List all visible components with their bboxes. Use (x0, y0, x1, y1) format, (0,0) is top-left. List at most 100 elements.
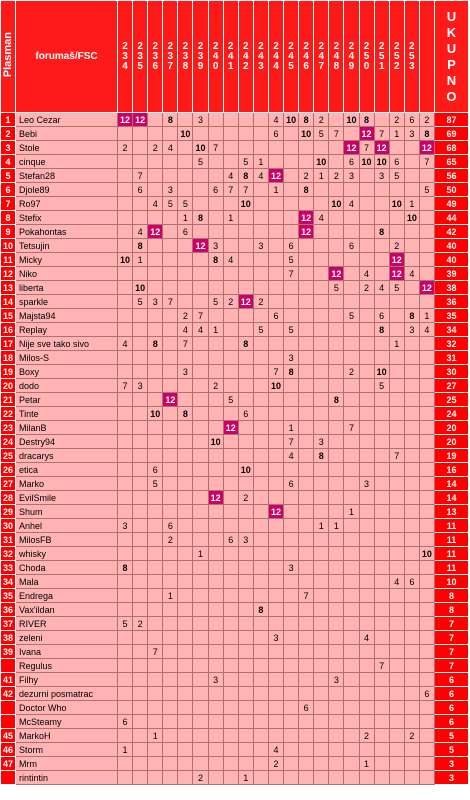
score-cell (147, 602, 164, 617)
score-cell (283, 140, 300, 155)
score-cell (207, 154, 224, 169)
score-cell (283, 392, 300, 407)
score-cell: 10 (373, 364, 390, 379)
score-cell: 10 (298, 126, 315, 141)
score-cell (162, 280, 179, 295)
score-cell (358, 574, 375, 589)
score-cell (373, 504, 390, 519)
score-cell (207, 112, 224, 127)
score-cell (207, 756, 224, 771)
score-cell: 5 (283, 322, 300, 337)
score-cell: 8 (147, 336, 164, 351)
score-cell (328, 336, 345, 351)
score-cell (132, 308, 149, 323)
rank-cell (0, 658, 16, 673)
score-cell (403, 420, 420, 435)
score-cell: 1 (283, 420, 300, 435)
score-cell (147, 518, 164, 533)
score-cell (147, 322, 164, 337)
score-cell (147, 434, 164, 449)
score-cell: 2 (343, 364, 360, 379)
score-cell (358, 350, 375, 365)
score-cell (147, 238, 164, 253)
total-cell: 14 (433, 476, 469, 491)
score-cell (313, 224, 330, 239)
score-cell (132, 756, 149, 771)
score-cell (313, 252, 330, 267)
score-cell (222, 322, 239, 337)
score-cell (418, 462, 435, 477)
score-cell: 4 (267, 112, 285, 127)
member-name-cell: MarkoH (15, 728, 118, 743)
score-cell (192, 672, 209, 687)
total-cell: 39 (433, 266, 469, 281)
score-cell: 12 (388, 252, 405, 267)
score-cell: 3 (283, 350, 300, 365)
score-cell (373, 350, 390, 365)
score-cell: 3 (162, 182, 179, 197)
score-cell (418, 616, 435, 631)
member-name-cell: Majsta94 (15, 308, 118, 323)
score-cell (162, 154, 179, 169)
table-row: 13 liberta 10 5 2 4 5 12 38 (0, 280, 469, 295)
score-cell (373, 728, 390, 743)
score-cell: 2 (207, 378, 224, 393)
total-cell: 20 (433, 420, 469, 435)
score-cell (418, 448, 435, 463)
total-cell: 50 (433, 182, 469, 197)
score-cell (132, 420, 149, 435)
score-cell: 6 (343, 154, 360, 169)
score-cell (252, 756, 269, 771)
score-cell: 7 (132, 168, 149, 183)
score-cell (267, 266, 285, 281)
score-cell (313, 322, 330, 337)
score-cell: 4 (283, 448, 300, 463)
table-row: 38 zeleni 3 4 7 (0, 630, 469, 645)
score-cell (252, 490, 269, 505)
score-cell: 7 (388, 448, 405, 463)
rank-cell: 33 (0, 560, 16, 575)
score-cell (313, 756, 330, 771)
score-cell (237, 112, 254, 127)
score-cell (237, 588, 254, 603)
table-row: 8 Stefix 1 8 1 12 4 10 44 (0, 210, 469, 225)
score-cell: 6 (116, 714, 134, 729)
score-cell (237, 672, 254, 687)
episode-header-blank (418, 0, 435, 113)
score-cell (403, 336, 420, 351)
score-cell (418, 504, 435, 519)
score-cell (358, 322, 375, 337)
score-cell (177, 700, 194, 715)
score-cell (343, 448, 360, 463)
score-cell: 10 (147, 406, 164, 421)
score-cell (343, 224, 360, 239)
score-cell (388, 140, 405, 155)
score-cell (388, 630, 405, 645)
score-cell: 4 (313, 210, 330, 225)
member-name-cell: Pokahontas (15, 224, 118, 239)
score-cell: 8 (298, 112, 315, 127)
score-cell (207, 350, 224, 365)
score-cell (192, 224, 209, 239)
score-cell: 12 (267, 504, 285, 519)
score-cell (252, 280, 269, 295)
total-cell: 44 (433, 210, 469, 225)
score-cell (147, 378, 164, 393)
score-cell (207, 588, 224, 603)
score-cell (147, 364, 164, 379)
score-cell (147, 616, 164, 631)
score-cell: 6 (207, 182, 224, 197)
score-cell (222, 700, 239, 715)
score-cell: 3 (403, 126, 420, 141)
rank-cell (0, 770, 16, 785)
score-cell (388, 308, 405, 323)
score-cell: 4 (388, 574, 405, 589)
score-cell (343, 672, 360, 687)
score-cell (267, 714, 285, 729)
score-cell (358, 742, 375, 757)
score-cell (162, 728, 179, 743)
score-cell (298, 294, 315, 309)
